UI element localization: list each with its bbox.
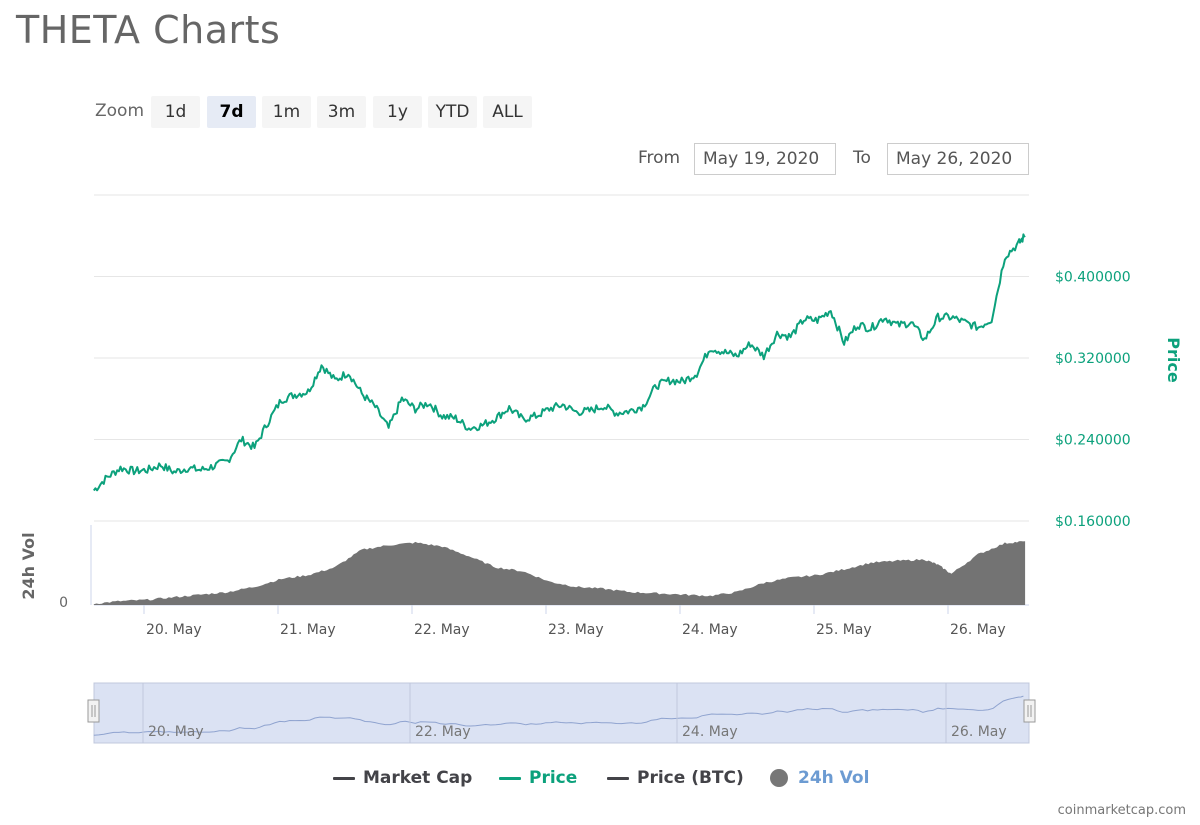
legend-price[interactable]: Price	[499, 765, 577, 791]
navigator-tick-label: 24. May	[682, 724, 738, 740]
navigator-axis: 20. May 22. May 24. May 26. May	[142, 683, 1007, 743]
chart-grid	[90, 194, 1029, 606]
price-axis-title: Price	[1164, 337, 1183, 383]
legend-price-label: Price	[529, 768, 578, 788]
line-icon	[333, 776, 355, 780]
price-tick-label: $0.160000	[1055, 514, 1131, 530]
line-icon	[607, 776, 629, 780]
zoom-3m-button[interactable]: 3m	[317, 96, 366, 128]
x-tick-label: 23. May	[548, 622, 604, 638]
legend-24h-vol-label: 24h Vol	[798, 768, 870, 788]
x-axis: 20. May 21. May 22. May 23. May 24. May 25. M…	[143, 605, 1006, 638]
price-tick-label: $0.400000	[1055, 270, 1131, 286]
navigator-tick-label: 22. May	[415, 724, 471, 740]
volume-area-shape	[93, 541, 1026, 605]
zoom-1d-button[interactable]: 1d	[151, 96, 200, 128]
price-tick-label: $0.320000	[1055, 351, 1131, 367]
navigator-left-handle[interactable]	[87, 699, 100, 723]
x-tick-label: 25. May	[816, 622, 872, 638]
credit-link[interactable]: coinmarketcap.com	[1057, 803, 1186, 818]
legend-24h-vol[interactable]: 24h Vol	[770, 765, 869, 791]
volume-axis-zero-label: 0	[59, 595, 68, 611]
x-tick-label: 21. May	[280, 622, 336, 638]
from-date-input[interactable]: May 19, 2020	[694, 143, 836, 175]
from-label: From	[638, 148, 681, 168]
line-icon	[499, 776, 521, 780]
zoom-all-button[interactable]: ALL	[483, 96, 532, 128]
zoom-1y-button[interactable]: 1y	[373, 96, 422, 128]
zoom-ytd-button[interactable]: YTD	[428, 96, 477, 128]
zoom-1m-button[interactable]: 1m	[262, 96, 311, 128]
zoom-label: Zoom	[95, 101, 145, 121]
legend-market-cap[interactable]: Market Cap	[333, 765, 472, 791]
navigator-series	[93, 695, 1024, 736]
price-tick-label: $0.240000	[1055, 433, 1131, 449]
zoom-7d-button[interactable]: 7d	[207, 96, 256, 128]
x-tick-label: 26. May	[950, 622, 1006, 638]
navigator-tick-label: 26. May	[951, 724, 1007, 740]
to-label: To	[853, 148, 871, 168]
price-series	[92, 233, 1026, 492]
legend-price-btc[interactable]: Price (BTC)	[607, 765, 744, 791]
page-title: THETA Charts	[16, 8, 281, 52]
legend-market-cap-label: Market Cap	[363, 768, 473, 788]
price-axis: $0.160000 $0.240000 $0.320000 $0.400000	[1055, 270, 1131, 531]
volume-axis-title: 24h Vol	[19, 532, 38, 599]
price-line	[92, 233, 1026, 492]
x-tick-label: 24. May	[682, 622, 738, 638]
chart-legend: Market Cap Price Price (BTC) 24h Vol	[0, 765, 1200, 791]
to-date-input[interactable]: May 26, 2020	[887, 143, 1029, 175]
navigator-tick-label: 20. May	[148, 724, 204, 740]
circle-icon	[770, 769, 788, 787]
x-tick-label: 22. May	[414, 622, 470, 638]
navigator-right-handle[interactable]	[1023, 699, 1036, 723]
legend-price-btc-label: Price (BTC)	[637, 768, 744, 788]
navigator[interactable]	[93, 682, 1030, 744]
volume-area	[93, 541, 1026, 605]
x-tick-label: 20. May	[146, 622, 202, 638]
